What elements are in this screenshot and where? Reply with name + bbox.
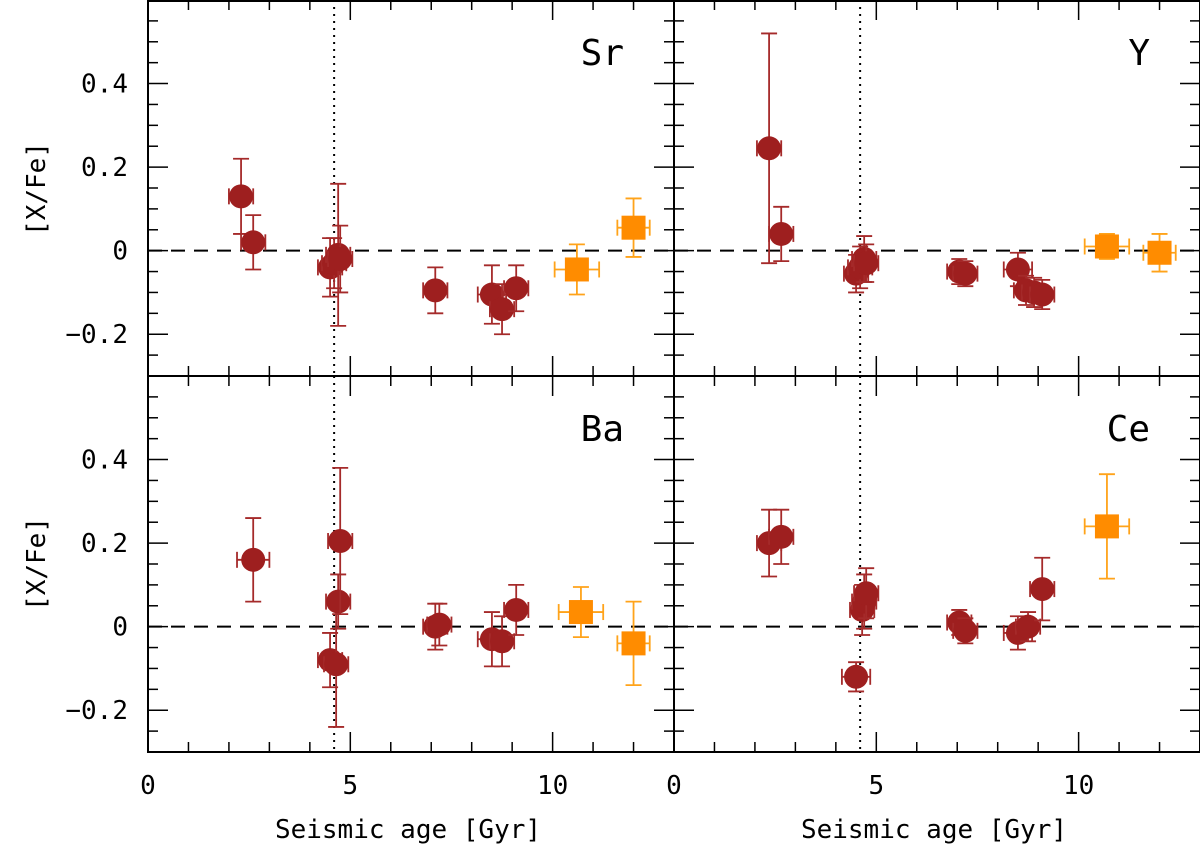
data-point-circle [504, 276, 529, 301]
data-point-circle [1030, 577, 1055, 602]
data-point-circle [423, 278, 448, 303]
y-tick-label: −0.2 [65, 696, 128, 726]
x-tick-label: 5 [868, 771, 884, 801]
y-tick-label: 0 [112, 613, 128, 643]
data-point-square [621, 215, 646, 240]
y-tick-label: 0.2 [81, 529, 128, 559]
panel-ba: −0.2 0 0.2 0.4 0 5 10 Ba [65, 375, 675, 801]
data-point-square [564, 257, 589, 282]
panel-sr: −0.2 0 0.2 0.4 Sr [65, 0, 675, 377]
x-tick-label: 0 [140, 771, 156, 801]
data-point-circle [241, 230, 266, 255]
x-axis-label-right: Seismic age [Gyr] [801, 815, 1067, 845]
data-point-circle [229, 184, 254, 209]
panel-frame [673, 375, 1200, 753]
panel-label: Y [1128, 33, 1150, 74]
panel-frame [673, 0, 1200, 377]
panel-y: Y [673, 0, 1200, 377]
y-tick-label: −0.2 [65, 320, 128, 350]
data-point-square [1094, 234, 1119, 259]
panel-label: Sr [581, 33, 624, 74]
data-point-circle [854, 581, 879, 606]
x-tick-label: 0 [666, 771, 682, 801]
panel-ce: 0 5 10 Ce [666, 375, 1200, 801]
data-point-circle [757, 136, 782, 161]
panels: −0.2 0 0.2 0.4 Sr Y −0.2 0 0.2 0.4 0 5 10 Ba 0 5 10 Ce [65, 0, 1200, 801]
data-point-circle [241, 547, 266, 572]
data-point-circle [953, 261, 978, 286]
panel-label: Ce [1107, 409, 1150, 450]
data-point-circle [1016, 614, 1041, 639]
data-point-circle [953, 618, 978, 643]
data-point-square [568, 600, 593, 625]
data-point-circle [490, 629, 515, 654]
data-point-circle [328, 529, 353, 554]
y-axis-label-top: [X/Fe] [22, 142, 52, 236]
data-point-circle [769, 221, 794, 246]
y-tick-label: 0.4 [81, 70, 128, 100]
x-axis-label-left: Seismic age [Gyr] [275, 815, 541, 845]
y-axis-label-bottom: [X/Fe] [22, 517, 52, 611]
panel-label: Ba [581, 409, 624, 450]
data-point-circle [504, 597, 529, 622]
data-point-circle [490, 297, 515, 322]
data-point-circle [769, 524, 794, 549]
y-tick-label: 0.4 [81, 446, 128, 476]
y-tick-label: 0 [112, 237, 128, 267]
data-point-circle [844, 664, 869, 689]
data-point-circle [427, 612, 452, 637]
data-point-circle [854, 251, 879, 276]
data-point-square [1094, 514, 1119, 539]
data-point-square [621, 631, 646, 656]
data-point-circle [326, 589, 351, 614]
data-point-circle [324, 652, 349, 677]
data-point-square [1147, 240, 1172, 265]
data-point-circle [1030, 282, 1055, 307]
x-tick-label: 10 [1063, 771, 1094, 801]
x-tick-label: 10 [537, 771, 568, 801]
data-point-circle [328, 247, 353, 272]
y-tick-label: 0.2 [81, 153, 128, 183]
x-tick-label: 5 [342, 771, 358, 801]
